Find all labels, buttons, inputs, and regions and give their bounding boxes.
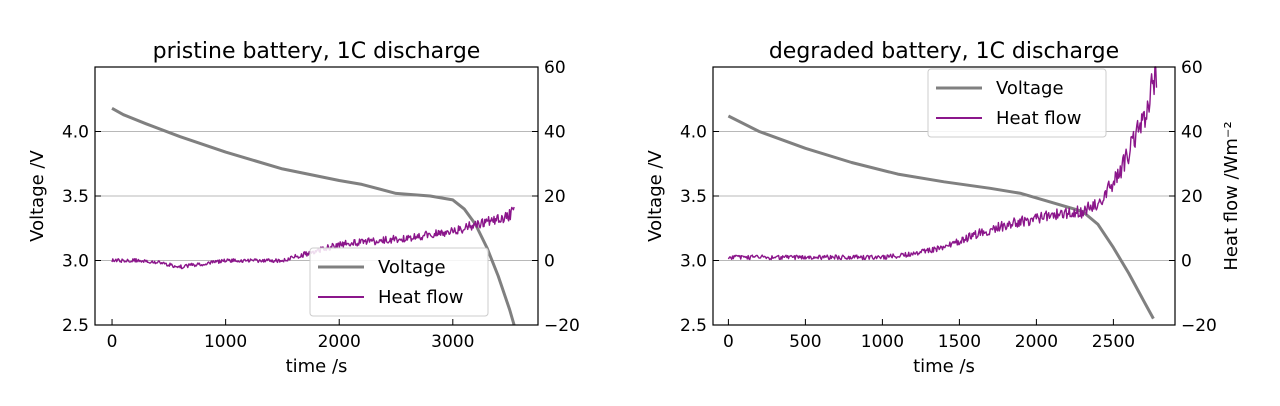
y2-tick-label: −20 xyxy=(544,316,580,336)
y2-tick-label: 0 xyxy=(1181,252,1192,272)
y2-tick-label: 0 xyxy=(544,252,555,272)
y-axis-label: Voltage /V xyxy=(27,150,48,242)
x-tick-label: 2000 xyxy=(318,332,361,352)
legend-box xyxy=(927,68,1107,138)
y-tick-label: 4.0 xyxy=(62,123,89,143)
legend: Voltage Heat flow xyxy=(309,247,489,317)
chart-title: pristine battery, 1C discharge xyxy=(153,39,481,64)
x-tick-label: 0 xyxy=(723,332,734,352)
series-line-voltage xyxy=(727,114,1155,320)
y2-tick-label: 20 xyxy=(1181,187,1203,207)
y-tick-label: 3.0 xyxy=(62,252,89,272)
x-tick-label: 1500 xyxy=(938,332,981,352)
y-axis-label: Voltage /V xyxy=(645,150,666,242)
legend: Voltage Heat flow xyxy=(927,68,1107,138)
x-tick-label: 500 xyxy=(789,332,821,352)
x-tick-label: 3000 xyxy=(431,332,474,352)
series-layer xyxy=(727,66,1158,320)
x-tick-label: 1000 xyxy=(861,332,904,352)
y2-tick-label: 20 xyxy=(544,187,566,207)
x-tick-label: 2000 xyxy=(1015,332,1058,352)
y2-tick-label: 60 xyxy=(1181,58,1203,78)
y2-axis-label: Heat flow /Wm⁻² xyxy=(1221,121,1242,270)
y-tick-label: 3.5 xyxy=(62,187,89,207)
y2-tick-label: 60 xyxy=(544,58,566,78)
tick-layer: 0 500 1000 1500 2000 2500 2.5 3.0 3.5 4.0 −20 0 20 40… xyxy=(680,58,1217,352)
legend-box xyxy=(309,247,489,317)
x-tick-label: 2500 xyxy=(1092,332,1135,352)
grid-lines xyxy=(95,131,538,261)
legend-label-heat-flow: Heat flow xyxy=(378,287,464,308)
chart-title: degraded battery, 1C discharge xyxy=(769,39,1119,64)
y-tick-label: 2.5 xyxy=(62,316,89,336)
series-line-voltage xyxy=(111,106,516,326)
y-tick-label: 3.5 xyxy=(680,187,707,207)
tick-layer: 0 1000 2000 3000 2.5 3.0 3.5 4.0 −20 0 20 40 60 xyxy=(62,58,580,352)
y-tick-label: 2.5 xyxy=(680,316,707,336)
y2-tick-label: −20 xyxy=(1181,316,1217,336)
chart-panel-degraded: degraded battery, 1C discharge time /s V… xyxy=(645,39,1242,377)
legend-label-voltage: Voltage xyxy=(378,257,446,278)
chart-panel-pristine: pristine battery, 1C discharge time /s V… xyxy=(27,39,580,377)
y2-tick-label: 40 xyxy=(544,123,566,143)
x-tick-label: 0 xyxy=(107,332,118,352)
legend-label-heat-flow: Heat flow xyxy=(996,108,1082,129)
x-axis-label: time /s xyxy=(286,356,348,377)
x-tick-label: 1000 xyxy=(204,332,247,352)
y-tick-label: 4.0 xyxy=(680,123,707,143)
y-tick-label: 3.0 xyxy=(680,252,707,272)
y2-tick-label: 40 xyxy=(1181,123,1203,143)
legend-label-voltage: Voltage xyxy=(996,78,1064,99)
x-axis-label: time /s xyxy=(913,356,975,377)
series-line-heat-flow xyxy=(727,66,1158,261)
